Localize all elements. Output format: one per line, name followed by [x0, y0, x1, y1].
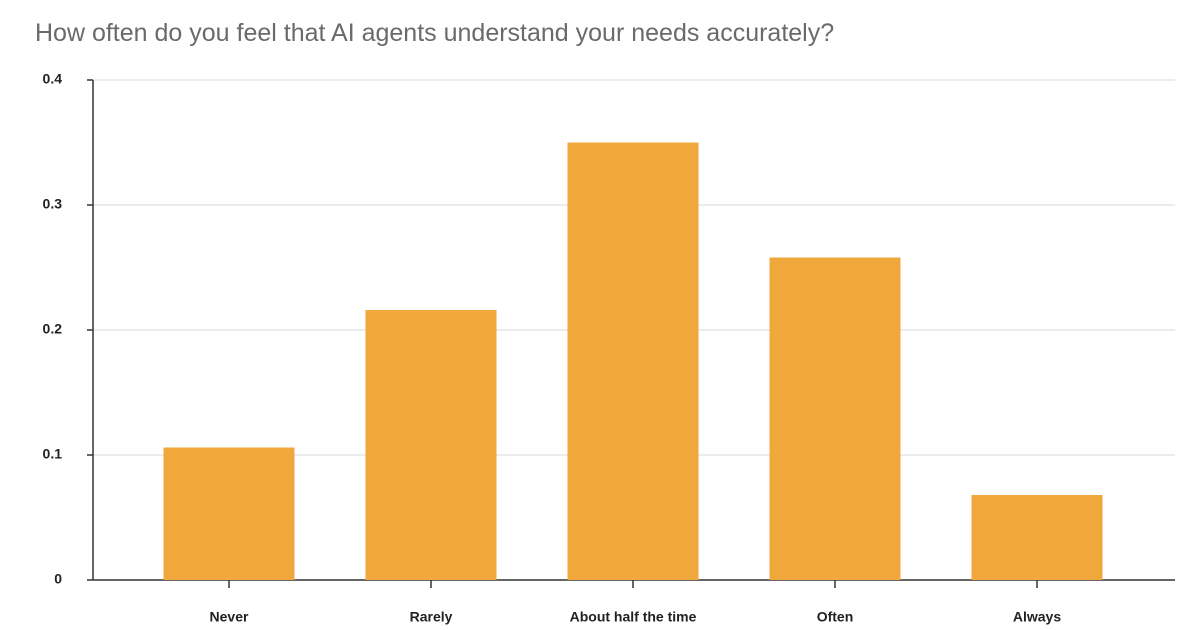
y-tick-label: 0.4: [43, 71, 63, 87]
y-tick-label: 0.2: [43, 321, 63, 337]
bar: [971, 495, 1103, 580]
y-tick-label: 0: [54, 571, 62, 587]
bar: [163, 447, 295, 580]
x-tick-label: Always: [1013, 609, 1061, 625]
bar: [365, 310, 497, 580]
x-tick-label: About half the time: [570, 609, 697, 625]
bar: [567, 142, 699, 580]
y-tick-label: 0.3: [43, 196, 63, 212]
x-tick-label: Never: [210, 609, 249, 625]
x-tick-label: Often: [817, 609, 854, 625]
x-tick-label: Rarely: [410, 609, 453, 625]
y-tick-label: 0.1: [43, 446, 63, 462]
chart-title: How often do you feel that AI agents und…: [35, 19, 834, 47]
bar: [769, 257, 901, 580]
